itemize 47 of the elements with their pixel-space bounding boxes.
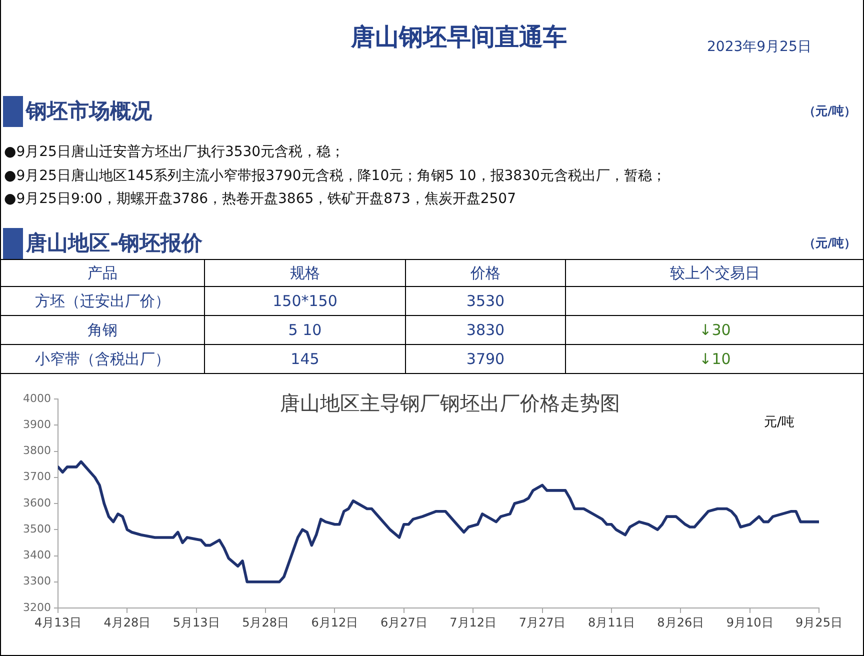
x-tick-label: 5月13日 (172, 615, 220, 630)
y-tick-label: 3200 (23, 600, 51, 614)
y-tick-label: 3900 (23, 418, 51, 431)
text: 3830 (466, 321, 505, 339)
category-label: 价格 (406, 260, 566, 286)
text: ●9月25日9:00，期螺开盘3786，热卷开盘3865，铁矿开盘873，焦炭开盘2507 (4, 190, 517, 209)
text: 2023年9月25日 (707, 38, 812, 56)
text: 3530 (466, 292, 505, 310)
x-tick-label: 7月12日 (450, 615, 497, 630)
category-label: 较上个交易日 (566, 260, 864, 286)
x-tick-label: 4月13日 (34, 615, 82, 630)
text: 150*150 (272, 292, 338, 310)
y-tick-label: 3700 (23, 470, 51, 484)
text: 钢坯市场概况 (26, 98, 152, 124)
x-tick-label: 9月25日 (796, 615, 842, 630)
y-tick-label: 4000 (23, 392, 51, 405)
text: ●9月25日唐山迁安普方坯出厂执行3530元含税，稳； (4, 143, 346, 162)
chart-title: 唐山地区主导钢厂钢坯出厂价格走势图 (279, 391, 621, 415)
y-tick-label: 3600 (23, 496, 51, 510)
category-label: 方坯（迁安出厂价） (35, 292, 170, 310)
y-tick-label: 3400 (23, 548, 51, 562)
text: ●9月25日唐山地区145系列主流小窄带报3790元含税，降10元；角钢5 10，报3830元含税出厂，暂稳； (4, 166, 666, 186)
y-axis-title: 元/吨 (764, 414, 794, 432)
text: 唐山地区-钢坯报价 (26, 230, 203, 256)
text: 唐山钢坯早间直通车 (350, 22, 568, 52)
x-tick-label: 7月27日 (518, 615, 566, 630)
text: 3790 (466, 350, 505, 368)
x-tick-label: 6月27日 (380, 615, 428, 630)
x-tick-label: 8月11日 (588, 615, 635, 630)
y-tick-label: 3800 (23, 444, 51, 458)
y-tick-label: 3300 (23, 574, 51, 588)
x-tick-label: 4月28日 (104, 615, 151, 630)
y-tick-label: 3500 (23, 522, 51, 536)
text: （元/吨） (804, 103, 856, 119)
x-tick-label: 8月26日 (657, 615, 704, 630)
x-tick-label: 5月28日 (242, 615, 289, 630)
x-tick-label: 9月10日 (726, 615, 774, 630)
text: 产品 (0, 260, 204, 286)
text: ↓30 (699, 321, 731, 339)
text: 145 (290, 350, 320, 368)
x-tick-label: 6月12日 (311, 615, 358, 630)
text: ↓10 (699, 350, 731, 368)
category-label: 规格 (204, 260, 406, 286)
category-label: 角钢 (88, 320, 118, 338)
text: （元/吨） (804, 235, 856, 251)
text: 5 10 (288, 321, 322, 339)
category-label: 小窄带（含税出厂） (35, 350, 170, 368)
